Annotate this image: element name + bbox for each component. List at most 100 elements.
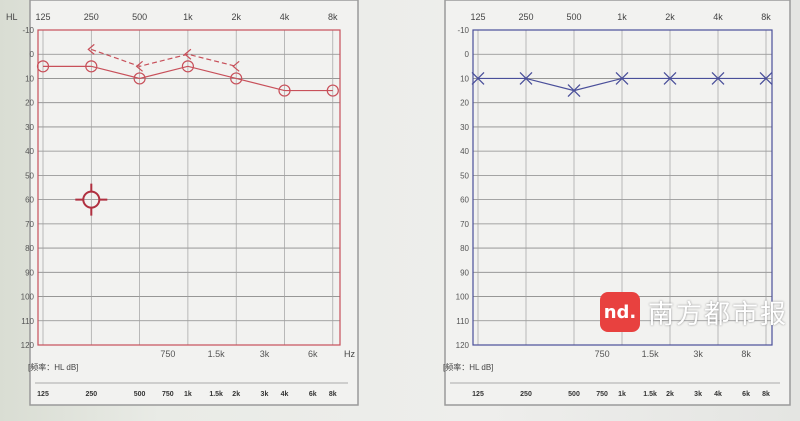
x-tick-label: 8k bbox=[328, 12, 338, 22]
newspaper-logo-icon: nd. bbox=[600, 292, 640, 332]
y-tick-label: 80 bbox=[460, 244, 469, 253]
x-tick-label: 1k bbox=[183, 12, 193, 22]
y-tick-label: 30 bbox=[25, 123, 34, 132]
crosshair-marker-lines bbox=[75, 183, 108, 216]
data-point-x bbox=[663, 72, 677, 85]
x-tick-label: 4k bbox=[280, 12, 290, 22]
footer-freq-label: 6k bbox=[742, 391, 750, 398]
data-point-circle bbox=[278, 84, 291, 97]
footer-freq-label: 8k bbox=[762, 391, 770, 398]
data-point-bracket bbox=[135, 60, 143, 72]
footer-freq-label: 8k bbox=[329, 391, 337, 398]
data-point-bracket bbox=[87, 43, 95, 55]
footer-freq-label: 1k bbox=[184, 391, 192, 398]
panel-frame-right bbox=[444, 0, 791, 406]
data-point-circle bbox=[181, 60, 194, 73]
x-mid-tick-label: 750 bbox=[595, 349, 610, 359]
y-tick-label: 60 bbox=[25, 196, 34, 205]
y-tick-label: 10 bbox=[25, 74, 34, 83]
y-tick-label: 110 bbox=[456, 317, 469, 326]
data-point-bracket bbox=[183, 48, 192, 60]
plot-border bbox=[472, 29, 773, 346]
x-tick-label: 2k bbox=[231, 12, 241, 22]
y-tick-label: 20 bbox=[25, 99, 34, 108]
footer-freq-label: 250 bbox=[520, 391, 532, 398]
y-tick-label: 80 bbox=[25, 244, 34, 253]
footer-freq-label: 250 bbox=[85, 391, 97, 398]
data-point-circle bbox=[133, 72, 146, 85]
x-tick-label: 125 bbox=[470, 12, 485, 22]
data-point-circle bbox=[36, 60, 50, 73]
y-tick-label: 100 bbox=[456, 293, 470, 302]
x-tick-label: 500 bbox=[132, 12, 147, 22]
x-mid-tick-label: 8k bbox=[741, 349, 751, 359]
y-tick-label: -10 bbox=[22, 26, 34, 35]
data-point-circle bbox=[85, 60, 98, 73]
x-tick-label: 250 bbox=[518, 12, 533, 22]
x-mid-tick-label: 1.5k bbox=[642, 349, 660, 359]
x-tick-label: 8k bbox=[761, 12, 771, 22]
data-point-circle bbox=[326, 84, 339, 97]
y-tick-label: 120 bbox=[21, 341, 35, 350]
watermark-text: 南方都市报 bbox=[648, 298, 789, 329]
y-tick-label: 0 bbox=[30, 50, 35, 59]
data-point-x bbox=[519, 72, 533, 85]
footer-freq-label: 3k bbox=[694, 391, 702, 398]
x-mid-tick-label: 3k bbox=[260, 349, 270, 359]
footer-freq-label: 3k bbox=[261, 391, 269, 398]
y-tick-label: 10 bbox=[460, 74, 469, 83]
x-tick-label: 4k bbox=[713, 12, 723, 22]
y-tick-label: 20 bbox=[460, 99, 469, 108]
footer-freq-label: 125 bbox=[37, 391, 49, 398]
x-tick-label: 500 bbox=[566, 12, 581, 22]
y-tick-label: 40 bbox=[460, 147, 469, 156]
y-tick-label: 30 bbox=[460, 123, 469, 132]
footer-freq-label: 1k bbox=[618, 391, 626, 398]
footer-freq-label: 6k bbox=[309, 391, 317, 398]
footer-freq-label: 4k bbox=[281, 391, 289, 398]
footer-freq-label: 2k bbox=[232, 391, 240, 398]
y-axis-label: HL bbox=[6, 12, 18, 22]
y-tick-label: 110 bbox=[21, 317, 34, 326]
y-tick-label: 120 bbox=[456, 341, 470, 350]
y-tick-label: -10 bbox=[457, 26, 469, 35]
panel-frame-left bbox=[29, 0, 359, 406]
y-tick-label: 70 bbox=[25, 220, 34, 229]
data-point-circle bbox=[230, 72, 243, 85]
y-tick-label: 90 bbox=[25, 268, 34, 277]
series-line bbox=[91, 48, 237, 67]
y-tick-label: 90 bbox=[460, 268, 469, 277]
footer-freq-label: 1.5k bbox=[209, 391, 223, 398]
x-mid-tick-label: 6k bbox=[308, 349, 318, 359]
x-tick-label: 125 bbox=[35, 12, 50, 22]
x-mid-tick-label: 3k bbox=[693, 349, 703, 359]
footer-caption: [频率：HL dB] bbox=[443, 362, 493, 372]
footer-freq-label: 750 bbox=[162, 391, 174, 398]
plot-border bbox=[37, 29, 341, 346]
y-tick-label: 40 bbox=[25, 147, 34, 156]
footer-freq-label: 1.5k bbox=[643, 391, 657, 398]
footer-freq-label: 4k bbox=[714, 391, 722, 398]
y-tick-label: 70 bbox=[460, 220, 469, 229]
x-mid-tick-label: 1.5k bbox=[208, 349, 226, 359]
footer-freq-label: 2k bbox=[666, 391, 674, 398]
footer-freq-label: 750 bbox=[596, 391, 608, 398]
y-tick-label: 100 bbox=[21, 293, 35, 302]
y-tick-label: 60 bbox=[460, 196, 469, 205]
footer-freq-label: 500 bbox=[134, 391, 146, 398]
footer-caption: [频率：HL dB] bbox=[28, 362, 78, 372]
y-tick-label: 50 bbox=[25, 171, 34, 180]
watermark: nd. 南方都市报 bbox=[600, 292, 788, 332]
data-point-x bbox=[759, 72, 773, 85]
x-tick-label: 2k bbox=[665, 12, 675, 22]
x-tick-label: 1k bbox=[617, 12, 627, 22]
data-point-x bbox=[711, 72, 725, 85]
series-line bbox=[43, 65, 333, 92]
y-tick-label: 0 bbox=[465, 50, 470, 59]
footer-freq-label: 500 bbox=[568, 391, 580, 398]
x-axis-label: Hz bbox=[344, 349, 355, 359]
footer-freq-label: 125 bbox=[472, 391, 484, 398]
x-mid-tick-label: 750 bbox=[160, 349, 175, 359]
data-point-bracket bbox=[232, 60, 240, 72]
